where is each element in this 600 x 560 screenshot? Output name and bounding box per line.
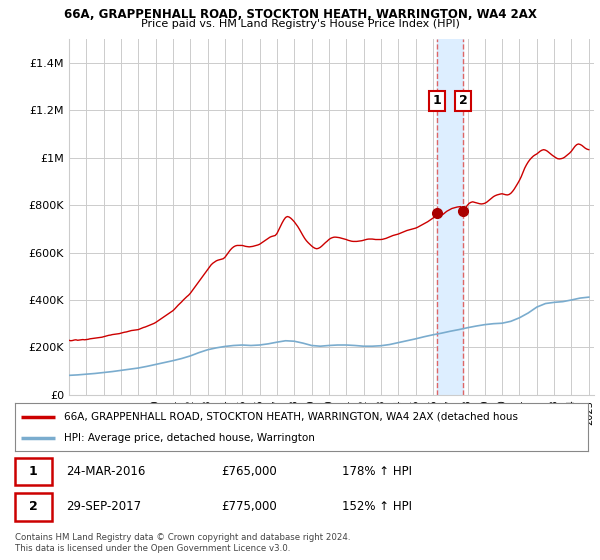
- Text: Contains HM Land Registry data © Crown copyright and database right 2024.
This d: Contains HM Land Registry data © Crown c…: [15, 533, 350, 553]
- FancyBboxPatch shape: [15, 493, 52, 520]
- Text: 24-MAR-2016: 24-MAR-2016: [67, 465, 146, 478]
- Text: 66A, GRAPPENHALL ROAD, STOCKTON HEATH, WARRINGTON, WA4 2AX: 66A, GRAPPENHALL ROAD, STOCKTON HEATH, W…: [64, 8, 536, 21]
- Text: 2: 2: [29, 501, 38, 514]
- Text: £775,000: £775,000: [221, 501, 277, 514]
- Text: 152% ↑ HPI: 152% ↑ HPI: [341, 501, 412, 514]
- Text: Price paid vs. HM Land Registry's House Price Index (HPI): Price paid vs. HM Land Registry's House …: [140, 19, 460, 29]
- Text: 66A, GRAPPENHALL ROAD, STOCKTON HEATH, WARRINGTON, WA4 2AX (detached hous: 66A, GRAPPENHALL ROAD, STOCKTON HEATH, W…: [64, 412, 518, 422]
- Text: HPI: Average price, detached house, Warrington: HPI: Average price, detached house, Warr…: [64, 433, 314, 444]
- Text: 1: 1: [432, 94, 441, 108]
- Text: 2: 2: [459, 94, 467, 108]
- Text: 29-SEP-2017: 29-SEP-2017: [67, 501, 142, 514]
- Text: 1: 1: [29, 465, 38, 478]
- Bar: [437, 39, 463, 395]
- FancyBboxPatch shape: [15, 458, 52, 486]
- Text: £765,000: £765,000: [221, 465, 277, 478]
- Text: 178% ↑ HPI: 178% ↑ HPI: [341, 465, 412, 478]
